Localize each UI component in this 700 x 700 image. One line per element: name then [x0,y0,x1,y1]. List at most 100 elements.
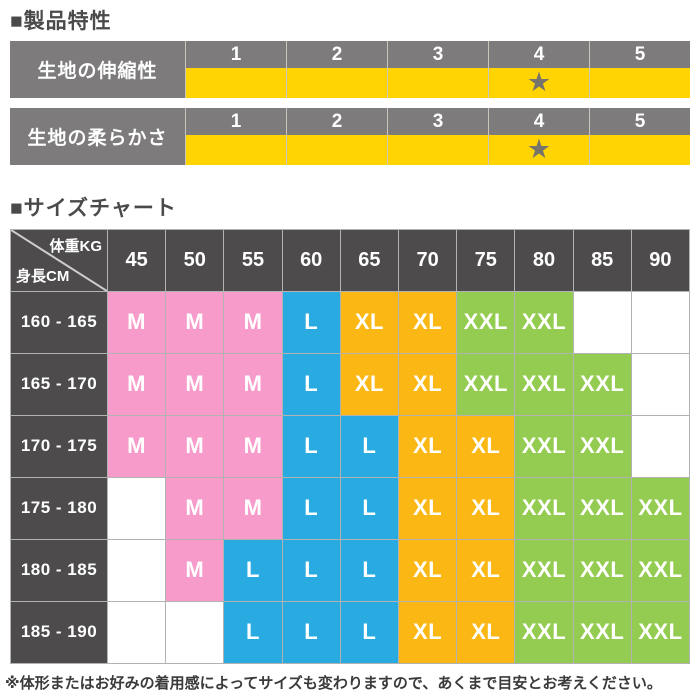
rating-scale-cell [388,68,488,99]
size-cell: XL [457,477,515,539]
size-cell: M [108,415,166,477]
size-cell: XXL [515,415,573,477]
size-cell: L [282,601,340,663]
size-cell: L [224,601,282,663]
size-cell: XXL [573,601,631,663]
weight-column-header: 70 [399,229,457,291]
height-row-label: 170 - 175 [11,415,107,477]
size-cell: M [224,415,282,477]
size-cell-empty [631,353,689,415]
size-cell: L [282,539,340,601]
weight-column-header: 45 [108,229,166,291]
size-cell: M [108,353,166,415]
rating-scale-column: 2 [286,108,387,166]
rating-scale-cell [287,68,387,99]
rating-scale-column: 5 [589,108,690,166]
size-cell: XXL [631,601,689,663]
height-row-label: 185 - 190 [11,601,107,663]
size-cell: L [340,477,398,539]
rating-scale-column: 2 [286,41,387,99]
star-icon: ★ [526,133,552,164]
rating-scale-column: 4 ★ [488,41,589,99]
size-cell: XL [399,291,457,353]
size-chart-table: 体重KG 身長CM 45 50 55 60 65 70 75 80 85 90 160 - 165 M M M… [10,228,690,664]
rating-scale-number: 3 [388,108,488,136]
weight-column-header: 75 [457,229,515,291]
rating-scale-number: 3 [388,41,488,69]
size-chart-corner-cell: 体重KG 身長CM [11,229,107,291]
size-cell: XXL [457,353,515,415]
rating-scale-column: 5 [589,41,690,99]
rating-scale-number: 4 [489,41,589,69]
rating-scale: 1 2 3 4 ★ 5 [185,108,690,166]
size-cell: L [282,353,340,415]
corner-label-height: 身長CM [16,267,70,285]
size-cell-empty [166,601,224,663]
size-cell-empty [108,477,166,539]
size-cell: M [166,539,224,601]
size-cell-empty [108,539,166,601]
size-cell: M [224,353,282,415]
size-cell: XXL [573,477,631,539]
rating-scale-number: 1 [186,108,286,136]
rating-scale-number: 2 [287,41,387,69]
rating-scale-number: 5 [590,108,690,136]
height-row-label: 160 - 165 [11,291,107,353]
size-cell: XXL [457,291,515,353]
height-row-label: 180 - 185 [11,539,107,601]
rating-scale-column: 3 [387,108,488,166]
size-cell: XXL [515,539,573,601]
weight-column-header: 55 [224,229,282,291]
size-cell: L [282,477,340,539]
size-cell: XXL [573,353,631,415]
weight-column-header: 90 [631,229,689,291]
size-chart-footnote: ※体形またはお好みの着用感によってサイズも変わりますので、あくまで目安とお考えく… [5,674,662,692]
diagonal-divider [11,230,107,291]
section-title-product-features: ■製品特性 [10,10,112,33]
rating-row-label: 生地の柔らかさ [10,108,185,166]
size-cell-empty [631,291,689,353]
size-cell: M [166,353,224,415]
size-cell: XL [340,353,398,415]
rating-scale-number: 2 [287,108,387,136]
rating-scale-cell [590,135,690,166]
size-cell: XL [457,601,515,663]
size-cell: L [340,415,398,477]
rating-scale-number: 4 [489,108,589,136]
size-cell: M [108,291,166,353]
size-cell: L [340,601,398,663]
size-cell: XXL [631,539,689,601]
weight-column-header: 50 [166,229,224,291]
height-row-label: 175 - 180 [11,477,107,539]
size-cell: L [340,539,398,601]
size-cell: XL [457,415,515,477]
rating-table-softness: 生地の柔らかさ 1 2 3 4 ★ 5 [10,108,690,166]
size-cell-empty [108,601,166,663]
size-cell: XL [340,291,398,353]
rating-scale-cell [186,68,286,99]
size-cell: M [224,291,282,353]
size-cell: XXL [515,291,573,353]
rating-scale-number: 1 [186,41,286,69]
size-cell: XL [457,539,515,601]
size-cell: L [224,539,282,601]
height-row-label: 165 - 170 [11,353,107,415]
size-cell: M [224,477,282,539]
weight-column-header: 85 [573,229,631,291]
size-cell: XXL [573,415,631,477]
size-cell: XL [399,353,457,415]
size-cell: L [282,415,340,477]
size-cell: XL [399,477,457,539]
size-cell-empty [573,291,631,353]
rating-row-label: 生地の伸縮性 [10,41,185,99]
size-cell: XXL [515,601,573,663]
rating-scale-column: 4 ★ [488,108,589,166]
rating-scale-cell [388,135,488,166]
rating-scale: 1 2 3 4 ★ 5 [185,41,690,99]
size-cell: M [166,415,224,477]
size-cell: M [166,291,224,353]
weight-column-header: 80 [515,229,573,291]
rating-scale-cell [590,68,690,99]
size-cell: XXL [515,353,573,415]
